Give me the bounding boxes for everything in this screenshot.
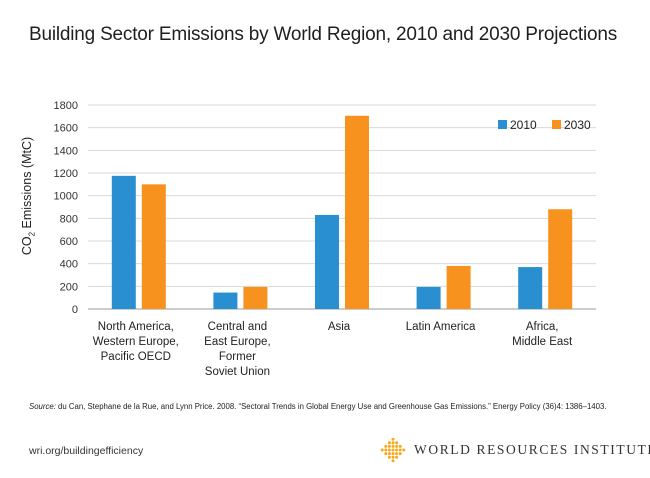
logo-dot	[391, 441, 395, 445]
category-label: Central and	[208, 321, 267, 333]
bar-chart: 0 200 400 600 800 1000 1200 1400 1600 1800 North …	[54, 100, 596, 378]
y-tick-label: 0	[72, 304, 78, 316]
logo-dot	[387, 441, 391, 445]
logo-dot	[395, 452, 399, 456]
y-axis-ticks: 0 200 400 600 800 1000 1200 1400 1600 1800	[54, 100, 78, 316]
logo-dot	[384, 444, 388, 448]
category-label: Middle East	[512, 336, 573, 348]
logo-dot	[395, 448, 399, 452]
chart-title: Building Sector Emissions by World Regio…	[29, 24, 618, 45]
bar-2030	[548, 209, 573, 309]
legend-label: 2010	[510, 118, 537, 132]
logo-dot	[398, 444, 402, 448]
category-label: North America,	[98, 321, 174, 333]
bar-2010	[518, 267, 543, 309]
y-tick-label: 1400	[54, 145, 78, 157]
y-axis-label: CO2 Emissions (MtC)	[19, 136, 37, 256]
source-note: Source: du Can, Stephane de la Rue, and …	[29, 402, 607, 411]
category-label: Former	[219, 351, 256, 363]
category-label: Asia	[328, 321, 351, 333]
bar-2030	[345, 115, 369, 310]
category-label: Soviet Union	[205, 366, 270, 378]
category-label: Pacific OECD	[101, 351, 171, 363]
footer-url[interactable]: wri.org/buildingefficiency	[29, 445, 144, 457]
category-label: East Europe,	[204, 336, 270, 348]
bar-2030	[243, 286, 268, 309]
logo-dot	[391, 452, 395, 456]
legend-swatch-2010	[498, 120, 507, 129]
logo-dot	[391, 437, 395, 441]
bar-2010	[315, 214, 339, 309]
logo-dot	[402, 448, 406, 452]
wri-logo: WORLD RESOURCES INSTITUTE	[380, 437, 650, 463]
legend: 2010 2030	[498, 118, 591, 132]
y-tick-label: 600	[60, 236, 78, 248]
bar-2030	[446, 265, 471, 309]
bar-2010	[111, 175, 136, 309]
legend-label: 2030	[564, 118, 591, 132]
logo-dot	[387, 448, 391, 452]
y-tick-label: 1200	[54, 168, 78, 180]
y-tick-label: 400	[60, 259, 78, 271]
bar-2030	[141, 184, 166, 309]
y-tick-label: 1000	[54, 191, 78, 203]
logo-dot	[398, 452, 402, 456]
y-tick-label: 200	[60, 281, 78, 293]
logo-dot	[384, 452, 388, 456]
category-label: Latin America	[406, 321, 476, 333]
logo-dot	[380, 448, 384, 452]
legend-swatch-2030	[552, 120, 561, 129]
logo-dot	[395, 444, 399, 448]
bars	[111, 115, 573, 310]
logo-dot	[387, 444, 391, 448]
category-labels: North America, Western Europe, Pacific OEC…	[93, 321, 573, 378]
logo-dot	[398, 448, 402, 452]
category-label: Western Europe,	[93, 336, 179, 348]
wri-diamond-logo-icon	[380, 437, 406, 463]
logo-dot	[387, 455, 391, 459]
category-label: Africa,	[526, 321, 559, 333]
bar-2010	[213, 292, 238, 309]
y-tick-label: 800	[60, 213, 78, 225]
logo-dot	[391, 448, 395, 452]
logo-dot	[384, 448, 388, 452]
wri-org-name: WORLD RESOURCES INSTITUTE	[414, 442, 650, 457]
logo-dot	[391, 459, 395, 463]
y-tick-label: 1600	[54, 123, 78, 135]
logo-dot	[391, 444, 395, 448]
logo-dot	[395, 441, 399, 445]
gridlines	[88, 104, 596, 310]
logo-dot	[387, 452, 391, 456]
logo-dot	[391, 455, 395, 459]
logo-dot	[395, 455, 399, 459]
bar-2010	[416, 286, 441, 309]
y-tick-label: 1800	[54, 100, 78, 112]
